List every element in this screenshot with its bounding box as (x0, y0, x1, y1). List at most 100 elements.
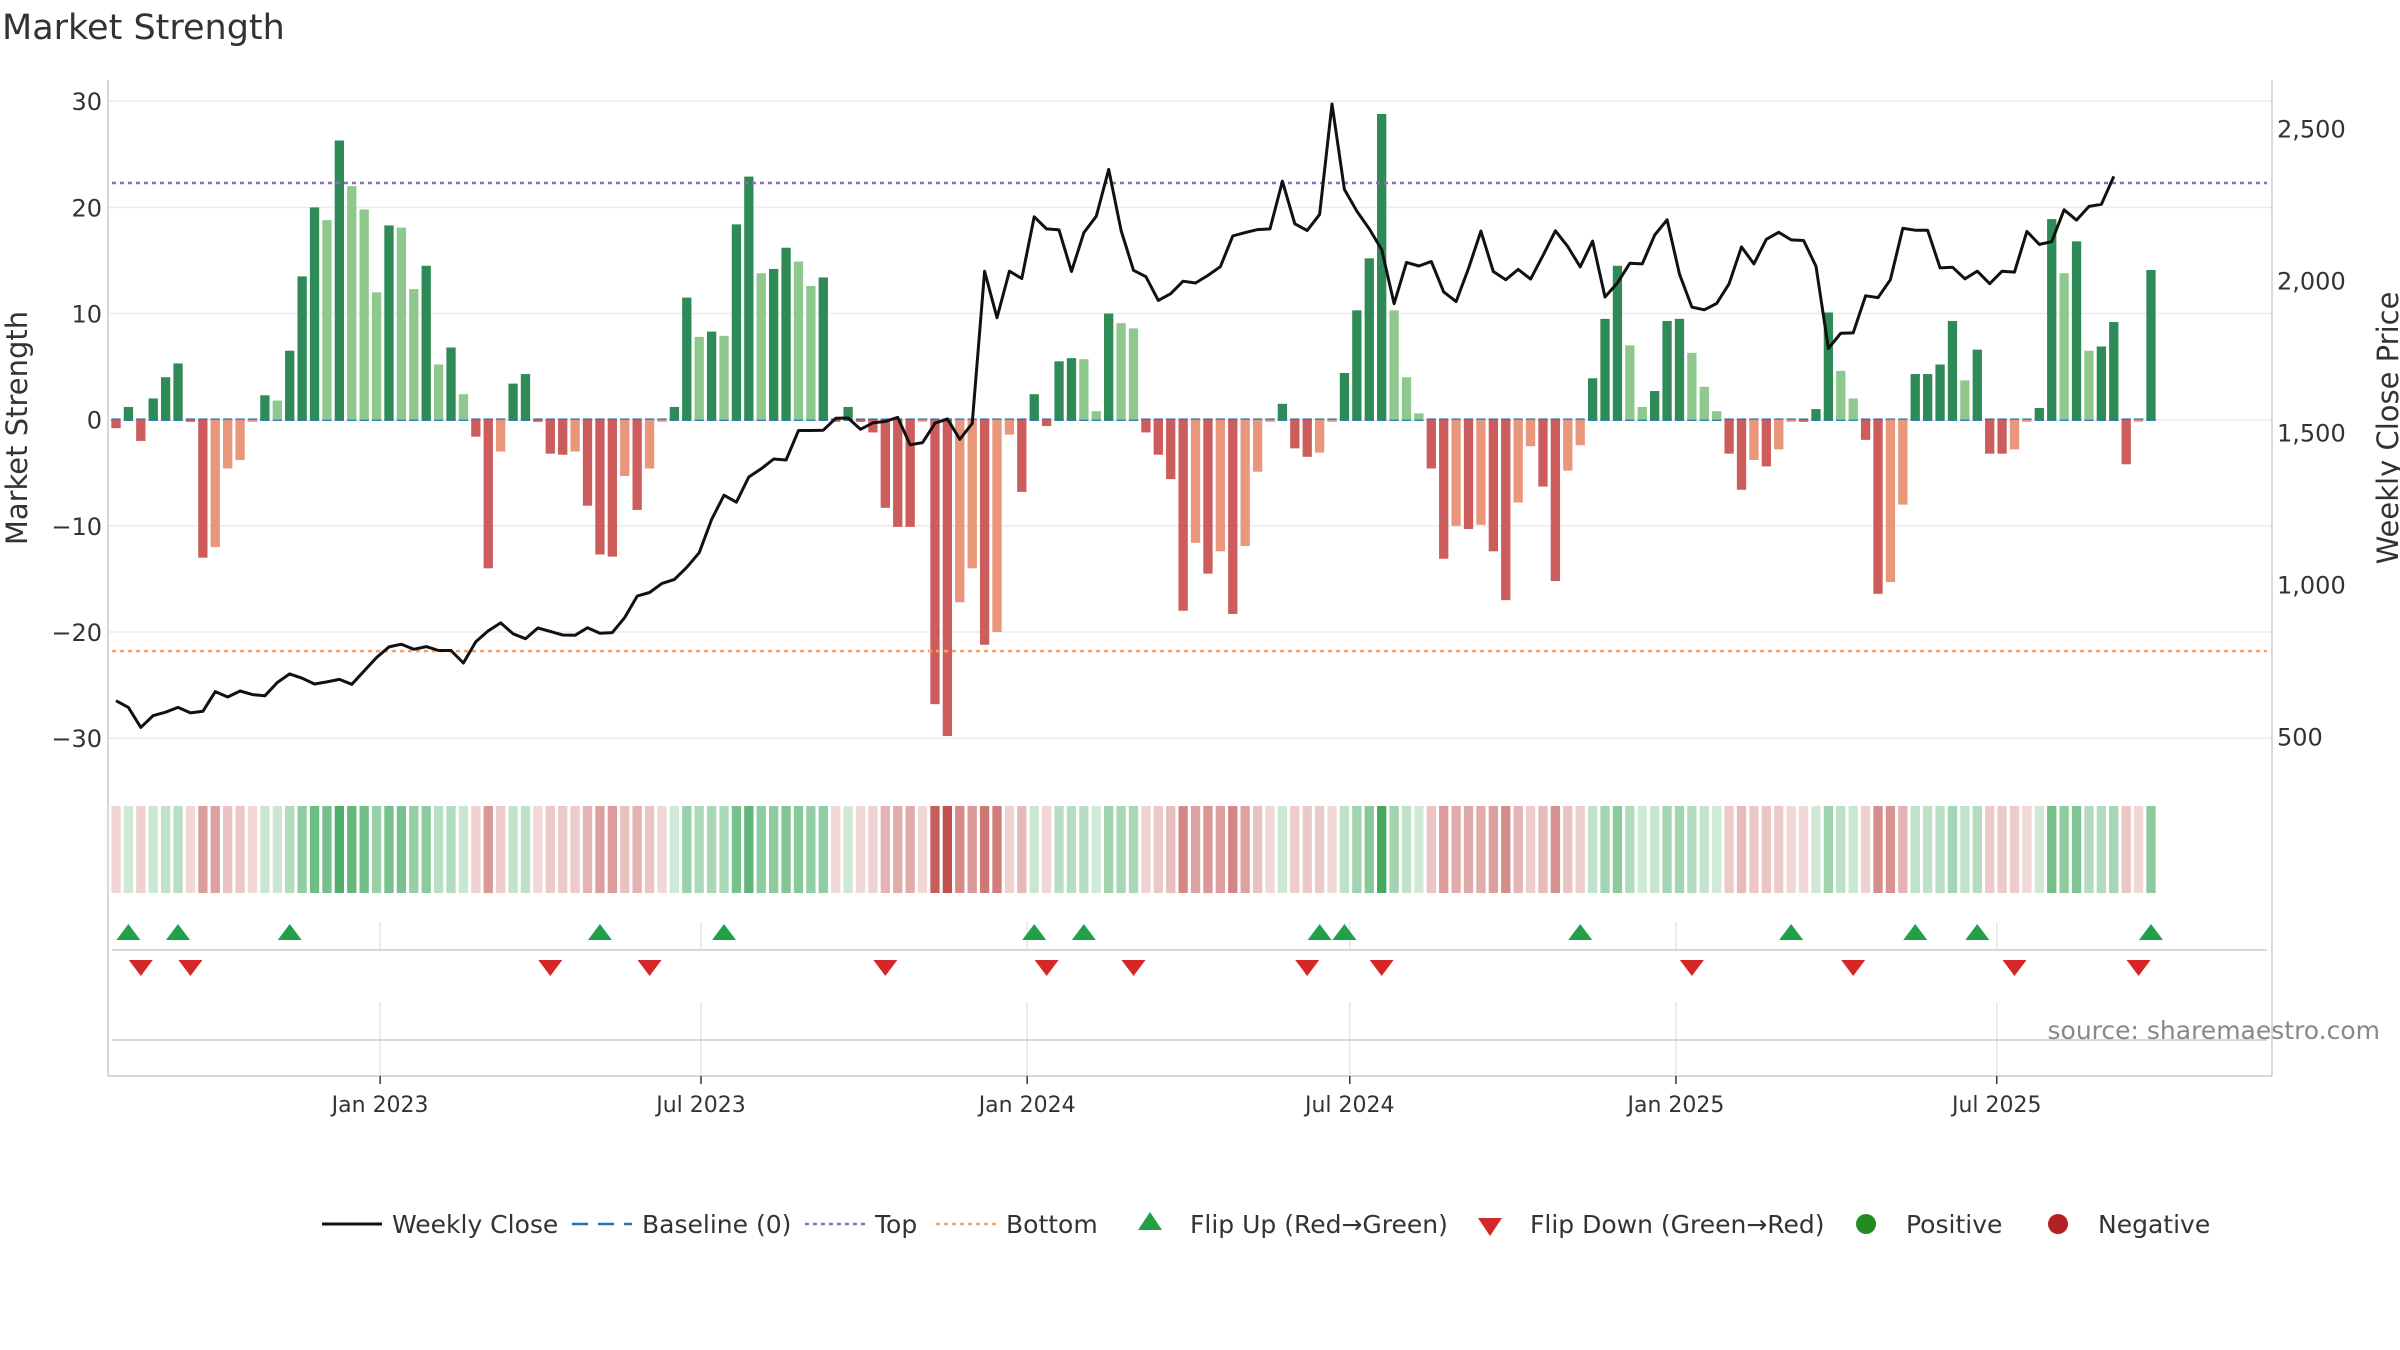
bar-103 (1389, 310, 1399, 420)
bar-87 (1190, 419, 1201, 543)
x-tick-label-1: Jul 2023 (654, 1093, 746, 1118)
strip-cell-149 (1960, 806, 1970, 893)
reference-lines (112, 181, 2267, 653)
bar-105 (1414, 413, 1424, 420)
strip-cell-96 (1302, 806, 1312, 893)
flip-down-marker-3 (637, 960, 662, 976)
strip-cell-134 (1774, 806, 1784, 893)
bar-88 (1203, 419, 1213, 574)
bar-3 (148, 398, 158, 420)
bar-72 (1004, 419, 1015, 435)
bar-54 (781, 247, 791, 420)
flip-down-marker-5 (1034, 960, 1059, 976)
flip-down-marker-8 (1369, 960, 1394, 976)
legend-item-5: Flip Down (Green→Red) (1478, 1210, 1825, 1239)
bar-158 (2071, 241, 2082, 420)
bar-17 (322, 220, 332, 420)
bar-23 (396, 227, 407, 420)
bar-77 (1066, 358, 1077, 420)
bar-59 (843, 406, 853, 420)
strip-cell-109 (1463, 806, 1474, 893)
bar-61 (868, 419, 878, 433)
bar-160 (2096, 346, 2107, 420)
bar-157 (2059, 273, 2069, 420)
bar-9 (223, 419, 233, 469)
strip-cell-95 (1290, 806, 1300, 893)
bar-76 (1054, 361, 1064, 420)
legend-item-4: Flip Up (Red→Green) (1138, 1210, 1448, 1239)
bar-81 (1116, 323, 1126, 420)
bar-99 (1339, 372, 1350, 420)
strip-cell-115 (1538, 806, 1548, 893)
strip-cell-3 (148, 806, 158, 893)
bar-79 (1091, 411, 1101, 420)
strip-cell-45 (669, 806, 680, 893)
strip-cell-34 (533, 806, 543, 893)
bar-60 (855, 419, 866, 422)
strip-cell-80 (1104, 806, 1114, 893)
strip-cell-110 (1476, 806, 1486, 893)
strip-cell-97 (1314, 806, 1325, 893)
grid-lines (108, 100, 2272, 1076)
flip-down-marker-7 (1295, 960, 1320, 976)
strip-cell-40 (607, 806, 617, 893)
bar-159 (2084, 350, 2094, 420)
legend: Weekly Close Baseline (0) Top Bottom Flip Up… (322, 1210, 2210, 1239)
axes: 30 20 10 0 −10 −20 −30 2,500 2,000 1,500 1,000 500 J… (0, 80, 2400, 1118)
bar-42 (632, 419, 642, 510)
bar-36 (558, 419, 568, 455)
strip-cell-9 (223, 806, 233, 893)
bar-153 (2009, 419, 2020, 450)
bar-63 (893, 419, 903, 527)
strip-cell-101 (1364, 806, 1374, 893)
bar-114 (1525, 419, 1536, 447)
bar-31 (496, 419, 506, 452)
legend-item-3: Bottom (936, 1210, 1098, 1239)
strip-cell-85 (1166, 806, 1176, 893)
strip-cell-15 (297, 806, 307, 893)
bar-163 (2133, 419, 2144, 422)
strip-cell-54 (781, 806, 791, 893)
bar-53 (768, 268, 779, 420)
flip-up-marker-7 (1307, 924, 1332, 940)
strip-cell-159 (2084, 806, 2094, 893)
bar-65 (917, 419, 928, 422)
strip-cell-120 (1600, 806, 1610, 893)
strip-cell-78 (1079, 806, 1089, 893)
flip-up-marker-12 (1965, 924, 1990, 940)
strip-cell-153 (2009, 806, 2020, 893)
bar-41 (620, 419, 630, 476)
strip-cell-119 (1587, 806, 1598, 893)
strip-cell-72 (1004, 806, 1015, 893)
strip-cell-94 (1277, 806, 1288, 893)
flip-up-marker-6 (1071, 924, 1096, 940)
y-tick-label-5: −20 (51, 619, 102, 647)
bar-109 (1463, 419, 1474, 530)
y-tick-label-2: 10 (71, 301, 102, 329)
strip-cell-135 (1786, 806, 1796, 893)
bar-74 (1029, 394, 1039, 420)
bar-34 (533, 419, 543, 422)
strip-cell-73 (1017, 806, 1027, 893)
bar-6 (185, 419, 196, 422)
strip-cell-0 (111, 806, 121, 893)
bar-39 (595, 419, 605, 555)
legend-label-6: Positive (1906, 1210, 2002, 1239)
weekly-close-series (115, 102, 2116, 729)
bar-123 (1637, 406, 1647, 420)
bar-49 (719, 335, 729, 420)
legend-swatch-positive (1856, 1214, 1876, 1234)
strip-cell-163 (2133, 806, 2144, 893)
strip-cell-30 (483, 806, 493, 893)
strip-cell-112 (1501, 806, 1511, 893)
strip-cell-46 (682, 806, 692, 893)
strip-cell-25 (421, 806, 431, 893)
bar-29 (471, 419, 481, 437)
bar-104 (1401, 377, 1412, 420)
bar-43 (644, 419, 655, 469)
y-tick-label-1: 20 (71, 194, 102, 222)
strip-cell-44 (657, 806, 667, 893)
flip-down-marker-10 (1841, 960, 1866, 976)
bar-68 (955, 419, 965, 603)
strip-cell-31 (496, 806, 506, 893)
